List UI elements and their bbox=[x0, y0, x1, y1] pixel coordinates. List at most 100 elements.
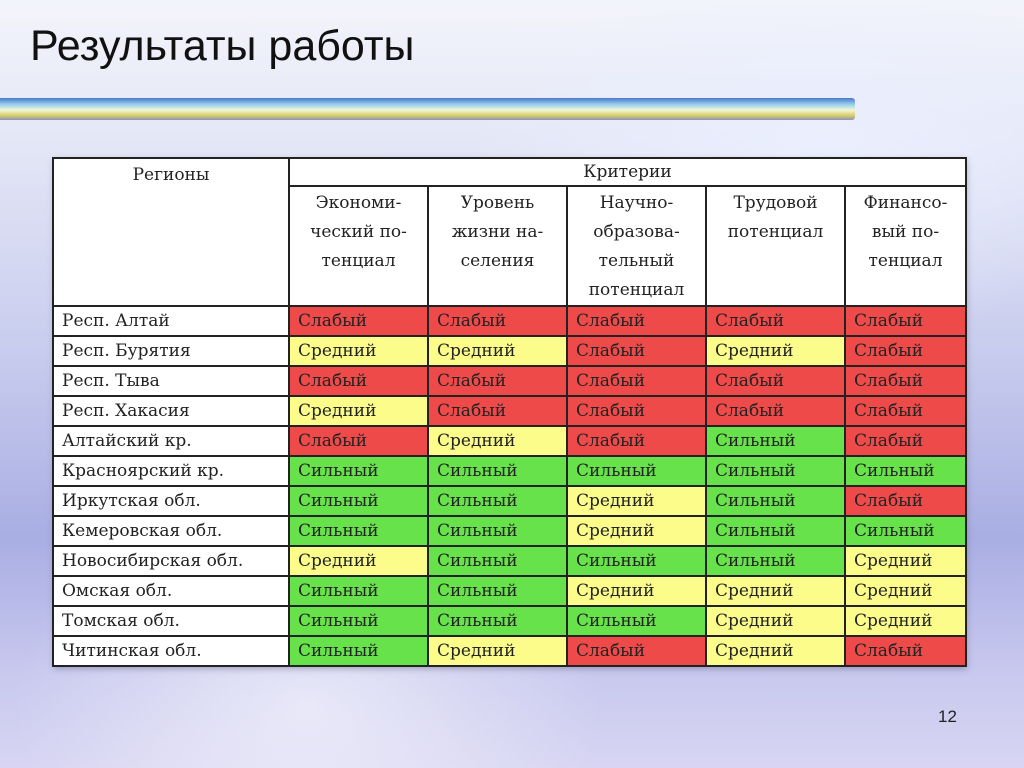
rating-cell: Сильный bbox=[844, 515, 967, 547]
criterion-header-line: Научно- bbox=[599, 193, 674, 213]
results-table: Регионы Критерии Экономи-ческий по-тенци… bbox=[52, 157, 967, 667]
rating-cell: Сильный bbox=[427, 515, 568, 547]
table-row: Кемеровская обл. Сильный Сильный Средний Сил… bbox=[52, 515, 967, 547]
criterion-header-line: образова- bbox=[593, 222, 680, 242]
rating-cell: Средний bbox=[427, 335, 568, 367]
rating-cell: Сильный bbox=[705, 545, 846, 577]
table-row: Респ. Бурятия Средний Средний Слабый Средний… bbox=[52, 335, 967, 367]
rating-cell: Средний bbox=[288, 335, 429, 367]
rating-cell: Сильный bbox=[427, 455, 568, 487]
rating-cell: Средний bbox=[427, 425, 568, 457]
criterion-header-5: Финансо-вый по-тенциал bbox=[844, 185, 967, 307]
rating-cell: Слабый bbox=[427, 305, 568, 337]
rating-cell: Слабый bbox=[844, 335, 967, 367]
rating-cell: Сильный bbox=[288, 515, 429, 547]
rating-cell: Сильный bbox=[427, 605, 568, 637]
rating-cell: Слабый bbox=[844, 305, 967, 337]
rating-cell: Слабый bbox=[844, 395, 967, 427]
criterion-header-1: Экономи-ческий по-тенциал bbox=[288, 185, 429, 307]
rating-cell: Средний bbox=[844, 605, 967, 637]
rating-cell: Слабый bbox=[566, 305, 707, 337]
region-name-cell: Омская обл. bbox=[52, 575, 290, 607]
criterion-header-line: вый по- bbox=[871, 222, 940, 242]
rating-cell: Слабый bbox=[844, 425, 967, 457]
rating-cell: Средний bbox=[705, 575, 846, 607]
table-row: Иркутская обл. Сильный Сильный Средний Сильн… bbox=[52, 485, 967, 517]
rating-cell: Сильный bbox=[705, 425, 846, 457]
table-row: Респ. Хакасия Средний Слабый Слабый Слабый Сл… bbox=[52, 395, 967, 427]
rating-cell: Сильный bbox=[288, 575, 429, 607]
rating-cell: Слабый bbox=[705, 365, 846, 397]
criterion-header-line: тенциал bbox=[321, 251, 396, 271]
region-name-cell: Новосибирская обл. bbox=[52, 545, 290, 577]
region-name-cell: Алтайский кр. bbox=[52, 425, 290, 457]
rating-cell: Слабый bbox=[427, 395, 568, 427]
results-table-container: Регионы Критерии Экономи-ческий по-тенци… bbox=[52, 157, 967, 667]
rating-cell: Средний bbox=[288, 545, 429, 577]
rating-cell: Сильный bbox=[844, 455, 967, 487]
criterion-header-line: тенциал bbox=[868, 251, 943, 271]
rating-cell: Слабый bbox=[566, 635, 707, 667]
rating-cell: Слабый bbox=[566, 335, 707, 367]
table-row: Читинская обл. Сильный Средний Слабый Средни… bbox=[52, 635, 967, 667]
rating-cell: Сильный bbox=[566, 545, 707, 577]
rating-cell: Средний bbox=[427, 635, 568, 667]
criterion-header-line: жизни на- bbox=[451, 222, 544, 242]
rating-cell: Слабый bbox=[566, 425, 707, 457]
rating-cell: Слабый bbox=[705, 305, 846, 337]
rating-cell: Слабый bbox=[288, 365, 429, 397]
rating-cell: Средний bbox=[844, 575, 967, 607]
rating-cell: Слабый bbox=[705, 395, 846, 427]
criterion-header-2: Уровень жизни на-селения bbox=[427, 185, 568, 307]
table-row: Респ. Алтай Слабый Слабый Слабый Слабый Слабы… bbox=[52, 305, 967, 337]
rating-cell: Сильный bbox=[427, 545, 568, 577]
criterion-header-line: Трудовой bbox=[733, 193, 818, 213]
region-name-cell: Читинская обл. bbox=[52, 635, 290, 667]
criterion-header-line: потенциал bbox=[588, 280, 685, 300]
rating-cell: Слабый bbox=[844, 365, 967, 397]
rating-cell: Средний bbox=[705, 635, 846, 667]
table-row: Респ. Тыва Слабый Слабый Слабый Слабый Слабый bbox=[52, 365, 967, 397]
rating-cell: Слабый bbox=[427, 365, 568, 397]
criterion-header-4: Трудовой потенциал bbox=[705, 185, 846, 307]
rating-cell: Средний bbox=[844, 545, 967, 577]
criteria-header: Критерии bbox=[288, 157, 967, 187]
rating-cell: Слабый bbox=[844, 485, 967, 517]
rating-cell: Слабый bbox=[288, 425, 429, 457]
rating-cell: Сильный bbox=[288, 635, 429, 667]
page-number: 12 bbox=[938, 707, 957, 726]
rating-cell: Слабый bbox=[288, 305, 429, 337]
rating-cell: Сильный bbox=[566, 455, 707, 487]
criterion-header-line: Уровень bbox=[460, 193, 535, 213]
rating-cell: Средний bbox=[566, 575, 707, 607]
table-row: Новосибирская обл. Средний Сильный Сильный С… bbox=[52, 545, 967, 577]
rating-cell: Средний bbox=[288, 395, 429, 427]
rating-cell: Средний bbox=[705, 605, 846, 637]
region-name-cell: Респ. Бурятия bbox=[52, 335, 290, 367]
table-row: Омская обл. Сильный Сильный Средний Средний С… bbox=[52, 575, 967, 607]
rating-cell: Средний bbox=[566, 485, 707, 517]
rating-cell: Сильный bbox=[288, 605, 429, 637]
region-name-cell: Томская обл. bbox=[52, 605, 290, 637]
criterion-header-line: Экономи- bbox=[315, 193, 402, 213]
rating-cell: Средний bbox=[705, 335, 846, 367]
rating-cell: Сильный bbox=[705, 485, 846, 517]
criterion-header-line: потенциал bbox=[727, 222, 824, 242]
table-row: Красноярский кр. Сильный Сильный Сильный Сил… bbox=[52, 455, 967, 487]
region-name-cell: Респ. Хакасия bbox=[52, 395, 290, 427]
region-name-cell: Кемеровская обл. bbox=[52, 515, 290, 547]
criterion-header-line: тельный bbox=[598, 251, 675, 271]
rating-cell: Сильный bbox=[288, 485, 429, 517]
region-name-cell: Респ. Тыва bbox=[52, 365, 290, 397]
table-row: Алтайский кр. Слабый Средний Слабый Сильный С… bbox=[52, 425, 967, 457]
rating-cell: Средний bbox=[566, 515, 707, 547]
criterion-header-line: ческий по- bbox=[310, 222, 407, 242]
region-name-cell: Иркутская обл. bbox=[52, 485, 290, 517]
rating-cell: Сильный bbox=[705, 515, 846, 547]
region-column-header: Регионы bbox=[52, 157, 290, 307]
rating-cell: Слабый bbox=[566, 395, 707, 427]
title-underline-bar bbox=[0, 98, 855, 120]
slide-title: Результаты работы bbox=[30, 22, 415, 70]
rating-cell: Сильный bbox=[566, 605, 707, 637]
rating-cell: Сильный bbox=[427, 575, 568, 607]
